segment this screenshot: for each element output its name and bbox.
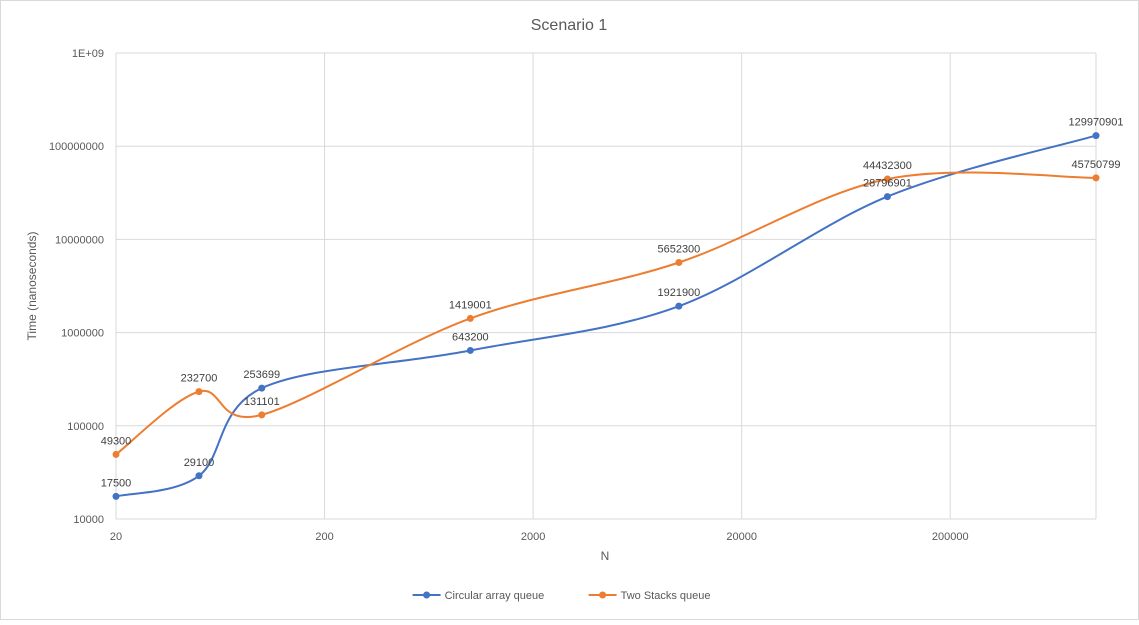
- data-labels: 17500 29100 253699 643200 1921900 28796901 129…: [101, 117, 1124, 490]
- data-point: [1092, 174, 1100, 182]
- data-label: 131101: [244, 396, 280, 408]
- data-point: [112, 492, 120, 500]
- gridlines: [115, 52, 1097, 520]
- series-1: [112, 132, 1100, 500]
- data-label: 5652300: [657, 243, 700, 255]
- data-point: [466, 314, 474, 322]
- x-axis-title: N: [601, 549, 610, 563]
- legend-item-2: Two Stacks queue: [588, 590, 711, 602]
- series-lines: [112, 132, 1100, 500]
- data-point: [466, 346, 474, 354]
- data-label: 45750799: [1072, 159, 1121, 171]
- data-label: 29100: [184, 457, 215, 469]
- axes: 10000 100000 1000000 10000000 100000000 1E+09…: [49, 48, 969, 543]
- data-label: 44432300: [863, 160, 912, 172]
- data-label: 253699: [243, 369, 280, 381]
- data-point: [1092, 132, 1100, 140]
- data-point: [675, 302, 683, 310]
- data-label: 17500: [101, 477, 132, 489]
- data-point: [883, 175, 891, 183]
- y-tick-label: 100000000: [49, 141, 104, 153]
- data-point: [258, 411, 266, 419]
- y-tick-label: 10000: [73, 514, 104, 526]
- y-tick-label: 100000: [67, 421, 104, 433]
- data-point: [112, 450, 120, 458]
- x-tick-label: 20000: [726, 531, 757, 543]
- y-tick-label: 10000000: [55, 234, 104, 246]
- data-label: 232700: [181, 373, 218, 385]
- x-tick-label: 2000: [521, 531, 545, 543]
- y-axis-title: Time (nanoseconds): [25, 232, 39, 341]
- data-label: 49300: [101, 435, 132, 447]
- legend-swatch-marker: [423, 591, 431, 599]
- series-2: [112, 171, 1100, 458]
- x-tick-label: 20: [110, 531, 122, 543]
- data-point: [258, 384, 266, 392]
- legend-label: Two Stacks queue: [621, 590, 711, 602]
- y-tick-label: 1E+09: [72, 48, 104, 60]
- y-tick-label: 1000000: [61, 328, 104, 340]
- data-label: 643200: [452, 331, 489, 343]
- legend-item-1: Circular array queue: [412, 590, 545, 602]
- chart-title: Scenario 1: [531, 17, 608, 34]
- data-point: [195, 388, 203, 396]
- data-label: 129970901: [1068, 117, 1123, 129]
- legend-swatch-marker: [599, 591, 607, 599]
- data-point: [675, 258, 683, 266]
- data-label: 1921900: [657, 287, 700, 299]
- legend: Circular array queue Two Stacks queue: [412, 590, 711, 602]
- data-label: 28796901: [863, 178, 912, 190]
- data-point: [883, 193, 891, 201]
- legend-label: Circular array queue: [445, 590, 545, 602]
- x-tick-label: 200: [315, 531, 333, 543]
- x-tick-label: 200000: [932, 531, 969, 543]
- data-point: [195, 472, 203, 480]
- data-label: 1419001: [449, 299, 492, 311]
